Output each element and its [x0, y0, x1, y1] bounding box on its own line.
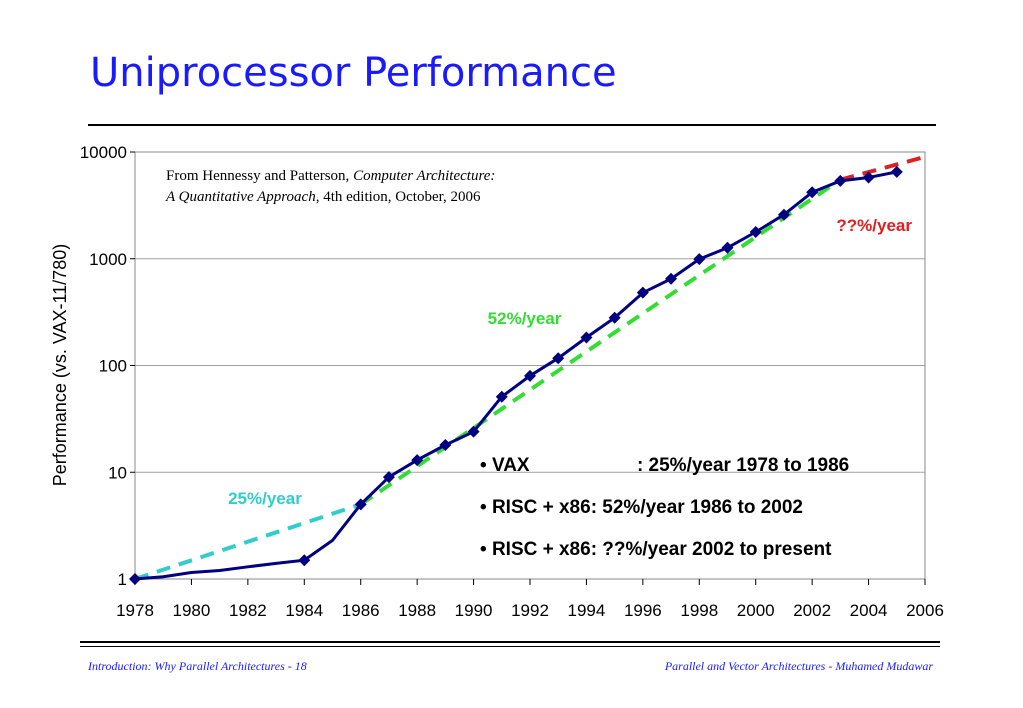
- summary-bullets: • VAX: 25%/year 1978 to 1986 • RISC + x8…: [480, 455, 849, 581]
- y-tick-label: 10000: [80, 143, 127, 162]
- data-point: [552, 352, 565, 365]
- source-note: From Hennessy and Patterson, Computer Ar…: [166, 166, 496, 208]
- x-tick-label: 1992: [511, 601, 549, 620]
- slide-title: Uniprocessor Performance: [90, 50, 617, 96]
- y-tick-label: 1: [118, 570, 127, 589]
- trend-line: [134, 502, 362, 581]
- bullet-text: : ??%/year 2002 to present: [590, 539, 832, 560]
- data-point: [524, 369, 536, 382]
- x-tick-label: 1982: [229, 601, 267, 620]
- data-point: [693, 253, 706, 266]
- data-point: [495, 390, 508, 403]
- data-point: [721, 241, 734, 254]
- footer-right: Parallel and Vector Architectures - Muha…: [664, 659, 933, 673]
- data-point: [467, 425, 480, 438]
- x-tick-label: 2006: [906, 601, 944, 620]
- x-tick-label: 2004: [850, 601, 888, 620]
- bullet-item: • RISC + x86: 52%/year 1986 to 2002: [480, 497, 803, 518]
- data-series: [129, 165, 903, 585]
- bullet-label: VAX: [491, 455, 530, 476]
- title-divider: [88, 124, 936, 126]
- x-axis-ticks: 1978 1980 1982 1984 1986 1988 1990 1992 1994 1996…: [116, 579, 944, 620]
- data-point: [298, 554, 311, 567]
- bullet-item: • RISC + x86: ??%/year 2002 to present: [480, 539, 832, 560]
- trend-label: 52%/year: [488, 309, 562, 328]
- data-point: [382, 471, 395, 484]
- data-point: [806, 186, 819, 199]
- data-point: [862, 171, 875, 184]
- x-tick-label: 2002: [793, 601, 831, 620]
- trend-label: 25%/year: [228, 489, 302, 508]
- source-suffix: , 4th edition, October, 2006: [315, 189, 481, 205]
- footer-left: Introduction: Why Parallel Architectures…: [88, 659, 307, 673]
- grid-lines: [135, 258, 925, 473]
- data-point: [439, 438, 452, 451]
- y-axis-label: Performance (vs. VAX-11/780): [50, 244, 70, 486]
- bullet-label: RISC + x86: [491, 539, 591, 560]
- data-point: [129, 573, 141, 585]
- data-point: [354, 498, 367, 511]
- y-axis-ticks: 1 10 100 1000 10000: [80, 143, 135, 589]
- trend-line: [839, 154, 926, 182]
- y-tick-label: 100: [99, 357, 127, 376]
- data-point: [580, 331, 593, 344]
- series-line: [134, 170, 898, 581]
- trend-labels: 25%/year 52%/year ??%/year: [228, 216, 912, 508]
- data-point: [890, 165, 903, 178]
- x-tick-label: 1978: [116, 601, 154, 620]
- data-point: [777, 208, 790, 221]
- trend-label: ??%/year: [836, 216, 912, 235]
- y-tick-label: 1000: [89, 250, 127, 269]
- trend-line: [359, 178, 842, 507]
- source-book-title: Computer Architecture: A Quantitative Ap…: [166, 168, 496, 205]
- data-point: [834, 174, 847, 187]
- x-tick-label: 1986: [342, 601, 380, 620]
- x-tick-label: 1994: [568, 601, 606, 620]
- source-prefix: From Hennessy and Patterson,: [166, 168, 354, 184]
- data-point: [608, 311, 621, 324]
- footer-divider-thin: [80, 646, 940, 647]
- footer-divider: [80, 641, 940, 643]
- x-tick-label: 1990: [455, 601, 493, 620]
- data-point: [749, 226, 762, 239]
- x-tick-label: 1980: [173, 601, 211, 620]
- bullet-label: RISC + x86: [491, 497, 591, 518]
- data-point: [665, 272, 678, 285]
- x-tick-label: 1984: [285, 601, 323, 620]
- bullet-item: • VAX: 25%/year 1978 to 1986: [480, 455, 850, 476]
- trend-lines: [134, 154, 926, 581]
- data-point: [411, 454, 424, 467]
- data-point: [636, 286, 649, 299]
- bullet-text: : 25%/year 1978 to 1986: [636, 455, 850, 476]
- bullet-text: : 52%/year 1986 to 2002: [590, 497, 803, 518]
- x-tick-label: 1996: [624, 601, 662, 620]
- y-tick-label: 10: [108, 463, 127, 482]
- x-tick-label: 1988: [398, 601, 436, 620]
- x-tick-label: 1998: [680, 601, 718, 620]
- x-tick-label: 2000: [737, 601, 775, 620]
